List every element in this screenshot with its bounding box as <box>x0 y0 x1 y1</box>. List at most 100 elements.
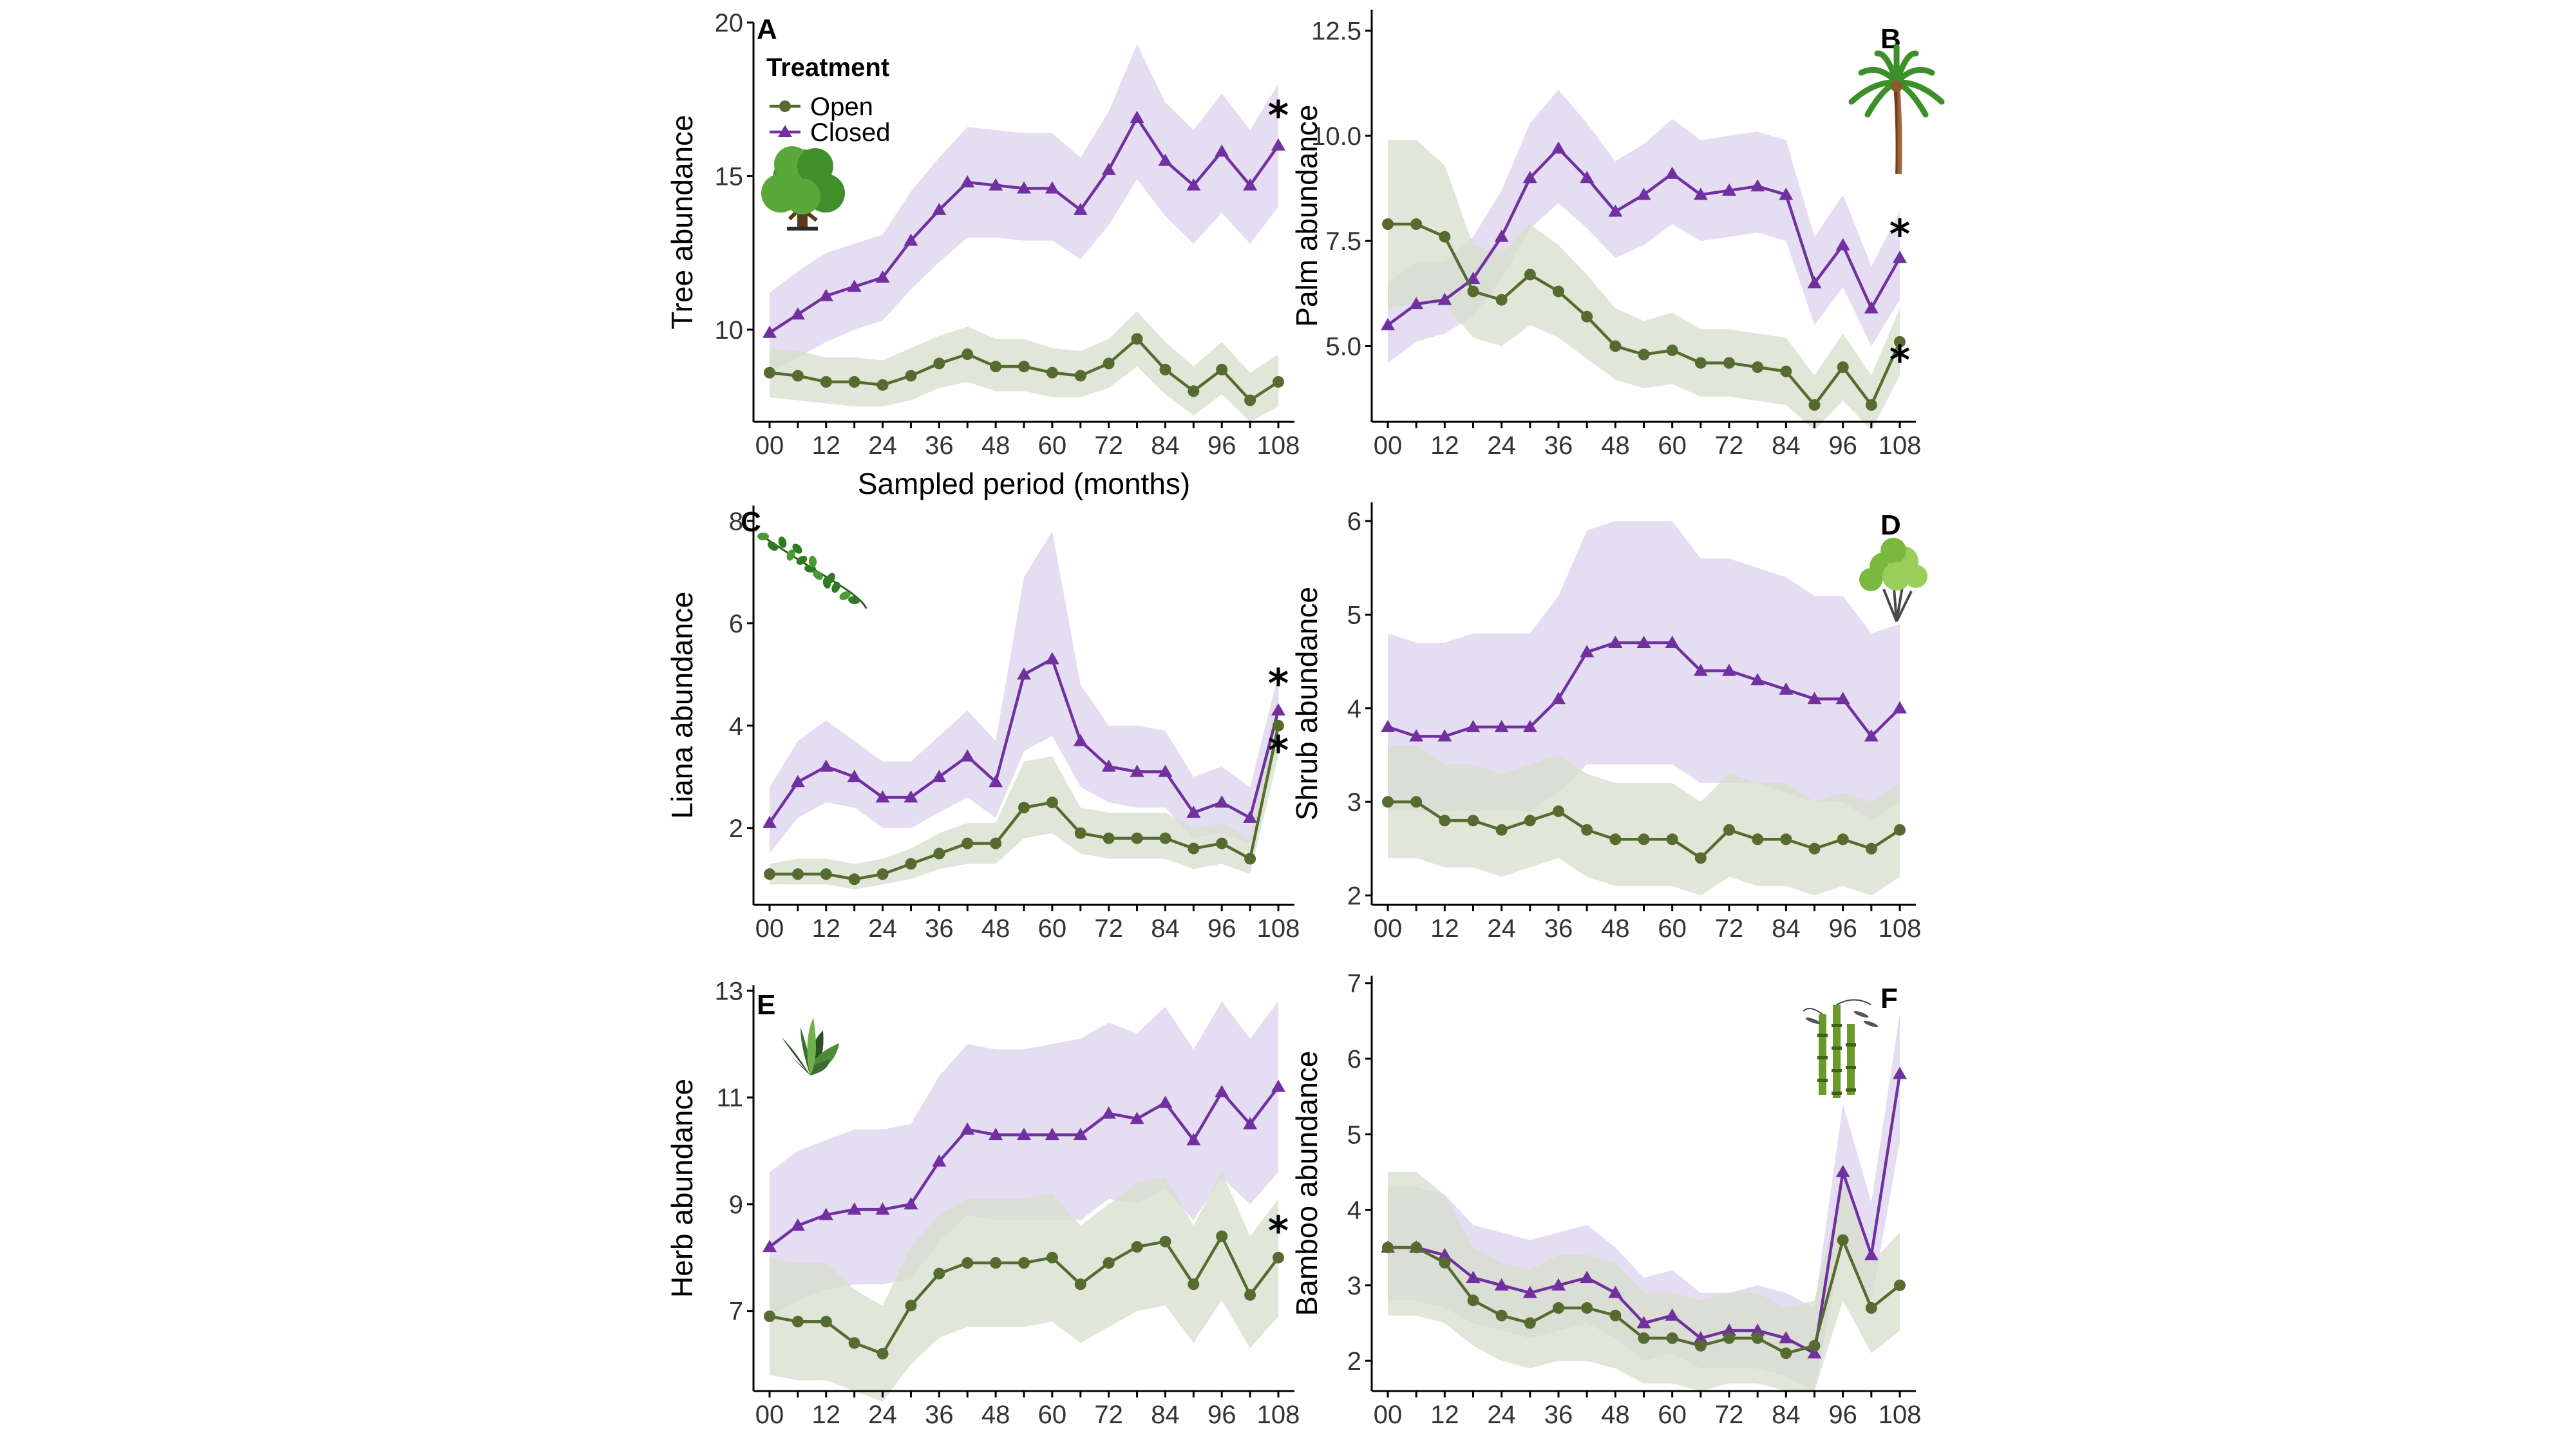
x-tick-label: 48 <box>1601 1401 1630 1429</box>
point-closed <box>1835 238 1850 251</box>
point-open <box>905 858 917 870</box>
point-open <box>1524 269 1536 281</box>
y-tick-label: 5 <box>1347 1121 1361 1149</box>
y-axis-label: Bamboo abundance <box>1290 1051 1323 1316</box>
y-tick-label: 8 <box>729 507 743 536</box>
y-tick-label: 13 <box>715 977 744 1005</box>
point-open <box>933 848 945 860</box>
x-tick-label: 12 <box>812 914 841 943</box>
point-closed <box>1215 795 1229 808</box>
point-open <box>1188 842 1200 855</box>
point-open <box>1808 1340 1821 1352</box>
point-open <box>848 376 860 388</box>
point-open <box>1159 363 1171 375</box>
point-closed <box>989 1128 1003 1141</box>
point-open <box>1103 832 1115 844</box>
x-tick-label: 72 <box>1094 1401 1123 1429</box>
point-open <box>764 366 775 379</box>
point-open <box>1609 833 1622 846</box>
point-open <box>1609 340 1622 352</box>
point-open <box>764 868 775 880</box>
x-tick-label: 108 <box>1257 1401 1300 1429</box>
point-closed <box>1835 692 1850 705</box>
band-open <box>1388 140 1900 431</box>
point-closed <box>1522 719 1537 732</box>
x-tick-label: 00 <box>1374 1401 1403 1429</box>
point-open <box>1837 1234 1849 1246</box>
band-closed <box>1388 521 1900 821</box>
point-closed <box>847 279 862 292</box>
point-closed <box>1130 1112 1144 1124</box>
x-tick-label: 48 <box>981 914 1010 943</box>
point-closed <box>1636 636 1651 649</box>
point-open <box>1467 1294 1479 1307</box>
point-closed <box>1693 1331 1708 1343</box>
point-closed <box>1608 1285 1623 1298</box>
x-tick-label: 108 <box>1879 914 1922 943</box>
y-tick-label: 7 <box>729 1298 743 1326</box>
point-open <box>1723 824 1735 836</box>
point-closed <box>1409 729 1424 742</box>
point-closed <box>1494 229 1509 242</box>
point-closed <box>847 770 862 782</box>
point-open <box>820 1316 832 1328</box>
panel-f: 2 3 4 5 6 7 00 12 24 36 48 60 72 84 96 108 Bamboo abunda… <box>1290 970 1921 1429</box>
band-closed <box>770 44 1278 373</box>
band-closed <box>1388 90 1900 363</box>
shrub-icon <box>1859 538 1927 622</box>
point-closed <box>1215 1084 1229 1097</box>
point-open <box>1581 310 1593 323</box>
panel-letter: D <box>1880 509 1901 541</box>
point-open <box>1694 357 1707 369</box>
point-open <box>1780 833 1792 846</box>
x-tick-label: 72 <box>1094 914 1123 943</box>
point-open <box>1495 294 1508 306</box>
herb-icon <box>781 1018 839 1075</box>
x-tick-label: 72 <box>1094 431 1123 460</box>
x-tick-label: 36 <box>925 431 954 460</box>
point-open <box>1074 827 1086 839</box>
point-open <box>764 1310 775 1322</box>
point-open <box>1694 852 1707 864</box>
significance-star: * <box>1268 727 1289 774</box>
x-tick-label: 108 <box>1879 431 1922 460</box>
point-closed <box>904 233 918 246</box>
x-tick-label: 36 <box>1544 1401 1573 1429</box>
point-closed <box>1580 645 1595 658</box>
point-closed <box>1271 138 1285 151</box>
point-closed <box>1073 1128 1088 1141</box>
point-closed <box>932 202 947 215</box>
point-open <box>1103 1257 1115 1269</box>
point-open <box>1467 285 1479 298</box>
bamboo-icon <box>1803 999 1879 1098</box>
panel-d: 2 3 4 5 6 00 12 24 36 48 60 72 84 96 108 Shrub abundanc… <box>1290 502 1921 943</box>
x-tick-label: 60 <box>1038 1401 1067 1429</box>
point-closed <box>1665 1308 1680 1321</box>
point-open <box>1865 1302 1877 1314</box>
x-tick-label: 84 <box>1772 431 1801 460</box>
x-tick-label: 24 <box>868 1401 897 1429</box>
point-open <box>876 1347 889 1359</box>
point-closed <box>1807 692 1822 705</box>
point-open <box>1581 1302 1593 1314</box>
point-open <box>1666 344 1678 356</box>
x-tick-label: 84 <box>1772 1401 1801 1429</box>
point-closed <box>1722 663 1736 676</box>
point-closed <box>1073 202 1088 215</box>
point-open <box>1894 336 1906 348</box>
x-tick-label: 12 <box>1430 914 1459 943</box>
point-open <box>1439 231 1451 243</box>
point-open <box>1074 1278 1086 1291</box>
point-closed <box>875 1202 890 1215</box>
point-closed <box>1893 1066 1907 1079</box>
x-tick-label: 48 <box>1601 914 1630 943</box>
x-tick-label: 00 <box>755 431 784 460</box>
point-closed <box>1186 1133 1201 1146</box>
point-open <box>1894 824 1906 836</box>
point-open <box>1894 1279 1906 1291</box>
y-tick-label: 5 <box>1347 601 1361 629</box>
y-axis-label: Liana abundance <box>665 592 699 819</box>
